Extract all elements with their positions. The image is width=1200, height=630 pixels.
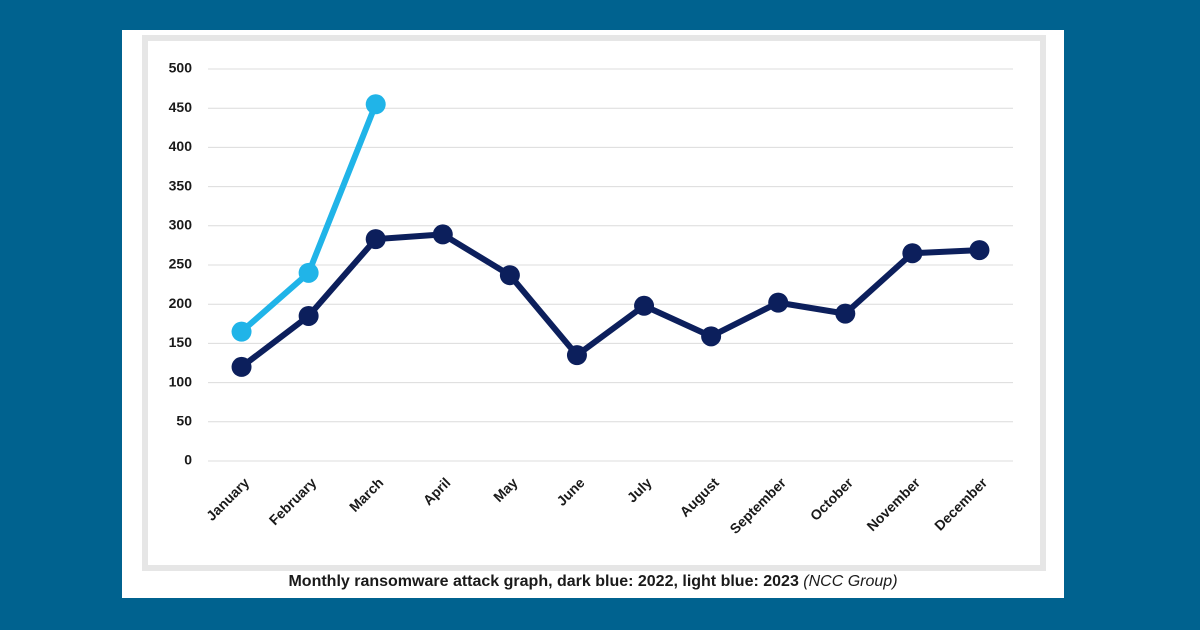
data-point xyxy=(298,305,319,326)
data-point xyxy=(566,345,587,366)
data-point xyxy=(835,303,856,324)
data-point xyxy=(701,326,722,347)
y-tick-label: 100 xyxy=(169,373,193,389)
data-point xyxy=(298,262,319,283)
y-tick-label: 250 xyxy=(169,256,193,272)
caption-text: Monthly ransomware attack graph, dark bl… xyxy=(288,573,798,590)
data-point xyxy=(432,224,453,245)
data-point xyxy=(231,321,252,342)
y-tick-label: 400 xyxy=(169,138,193,154)
y-tick-label: 50 xyxy=(176,413,192,429)
y-tick-label: 150 xyxy=(169,334,193,350)
caption-source: (NCC Group) xyxy=(803,573,897,590)
data-point xyxy=(768,292,789,313)
y-tick-label: 450 xyxy=(169,99,193,115)
data-point xyxy=(634,295,655,316)
data-point xyxy=(902,243,923,264)
y-tick-label: 200 xyxy=(169,295,193,311)
y-tick-label: 300 xyxy=(169,217,193,233)
series-line xyxy=(239,231,980,370)
data-point xyxy=(499,265,520,286)
chart-frame xyxy=(142,35,1046,571)
y-tick-label: 0 xyxy=(184,452,192,468)
data-point xyxy=(969,240,990,261)
data-point xyxy=(365,229,386,250)
y-tick-label: 350 xyxy=(169,177,193,193)
caption: Monthly ransomware attack graph, dark bl… xyxy=(288,573,897,590)
y-tick-label: 500 xyxy=(169,60,193,76)
data-point xyxy=(231,356,252,377)
data-point xyxy=(365,94,386,115)
